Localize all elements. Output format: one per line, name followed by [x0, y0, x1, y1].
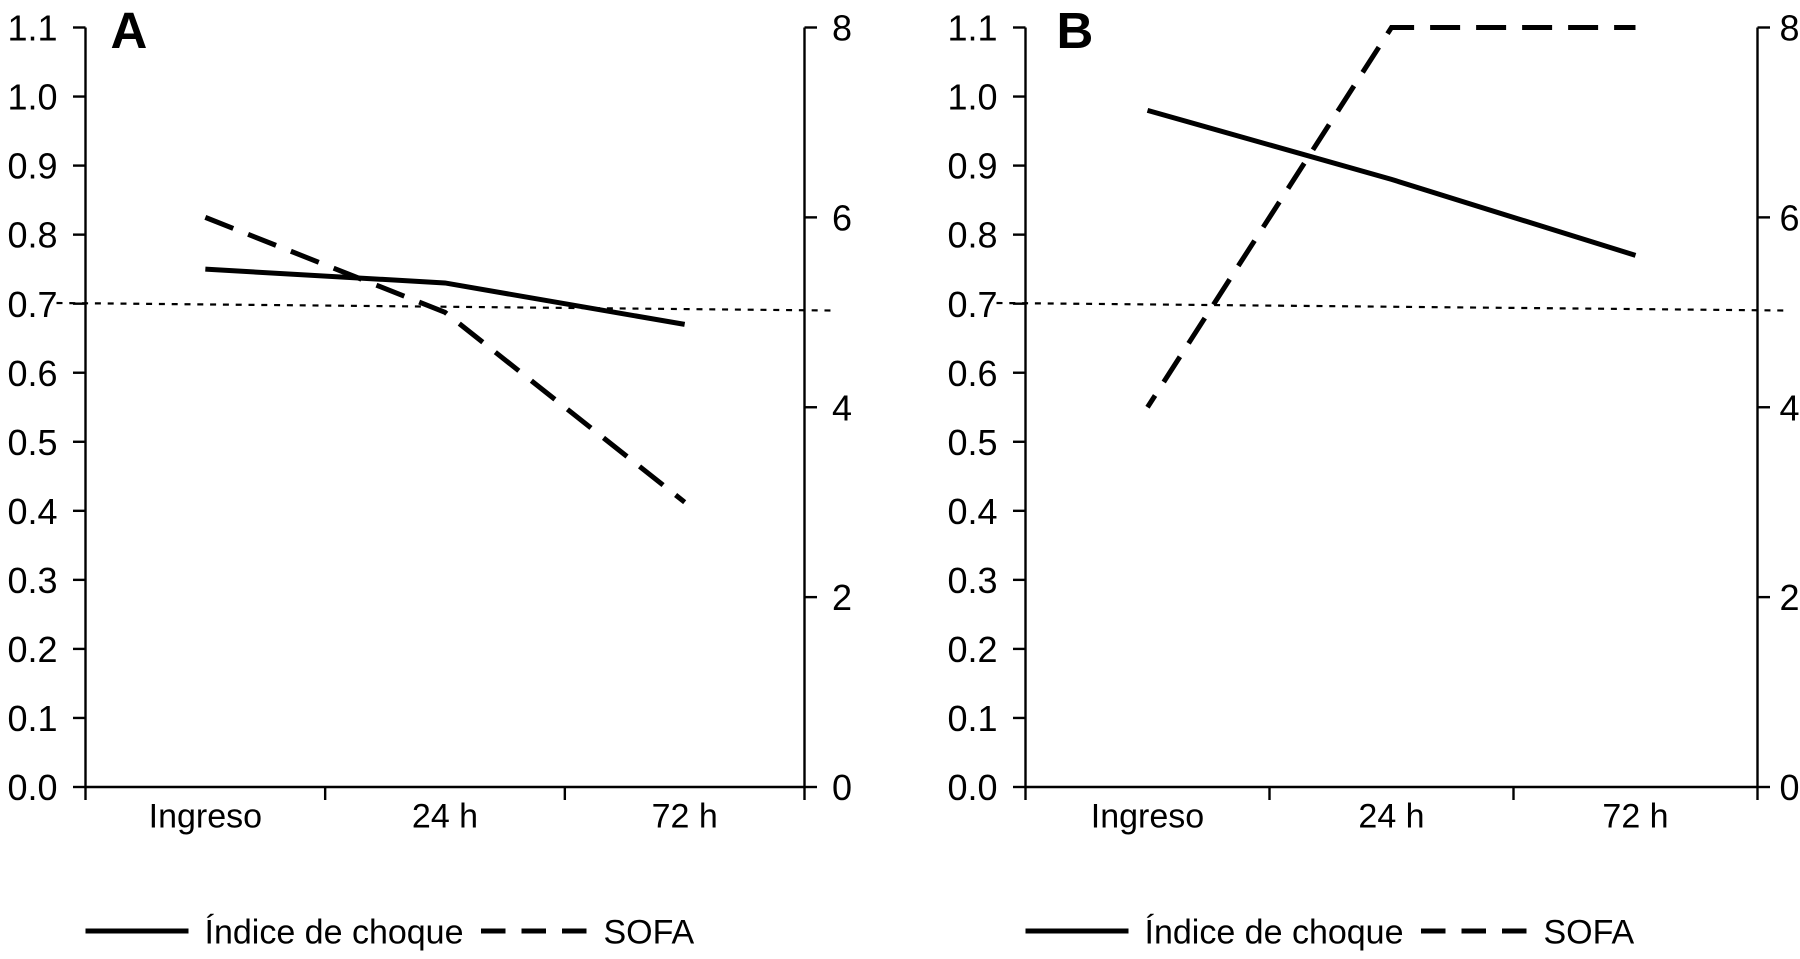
legend-label-sofa: SOFA [1544, 913, 1635, 951]
left-y-axis-tick-label: 0.9 [947, 146, 997, 187]
left-y-axis-tick-label: 1.1 [947, 8, 997, 49]
legend-label-i-ndice-de-choque: Índice de choque [205, 913, 464, 951]
right-y-axis-tick-label: 2 [832, 577, 852, 618]
legend-panel-B: Índice de choque SOFA [1025, 913, 1635, 951]
legend-label-sofa: SOFA [604, 913, 695, 951]
x-axis-category-label: 24 h [1358, 798, 1424, 836]
left-y-axis-tick-label: 0.3 [947, 560, 997, 601]
left-y-axis-tick-label: 0.5 [947, 422, 997, 463]
x-axis-category-label: Ingreso [149, 798, 262, 836]
reference-line-0-7 [56, 301, 832, 312]
left-y-axis-tick-label: 0.7 [7, 284, 57, 325]
legend-label-i-ndice-de-choque: Índice de choque [1145, 913, 1404, 951]
right-y-axis-tick-label: 4 [832, 387, 852, 428]
right-y-axis-tick-label: 0 [832, 767, 852, 808]
reference-line-0-7 [996, 301, 1785, 312]
right-y-axis-tick-label: 4 [1780, 387, 1800, 428]
left-y-axis-tick-label: 0.3 [7, 560, 57, 601]
right-y-axis-tick-label: 2 [1780, 577, 1800, 618]
panel-A: 0.0 0.1 0.2 0.3 0.4 0.5 0.6 0.7 0.8 0.9 1.0 1.1 0 2 4 6… [7, 2, 852, 951]
right-y-axis-tick-label: 6 [1780, 197, 1800, 238]
x-axis-category-label: 24 h [412, 798, 478, 836]
left-y-axis-tick-label: 0.7 [947, 284, 997, 325]
left-y-axis-tick-label: 0.0 [947, 767, 997, 808]
left-y-axis-tick-label: 1.1 [7, 8, 57, 49]
right-y-axis-tick-label: 8 [1780, 8, 1800, 49]
series-line-sofa [204, 215, 687, 505]
left-y-axis-tick-label: 0.8 [947, 215, 997, 256]
panel-B: 0.0 0.1 0.2 0.3 0.4 0.5 0.6 0.7 0.8 0.9 1.0 1.1 0 2 4 6… [947, 2, 1799, 951]
panel-letter-B: B [1057, 2, 1094, 59]
left-y-axis-tick-label: 0.9 [7, 146, 57, 187]
left-y-axis-tick-label: 0.6 [947, 353, 997, 394]
left-y-axis-tick-label: 1.0 [947, 77, 997, 118]
panel-letter-A: A [111, 2, 148, 59]
left-y-axis-tick-label: 0.1 [7, 698, 57, 739]
left-y-axis-tick-label: 0.8 [7, 215, 57, 256]
x-axis-category-label: 72 h [1602, 798, 1668, 836]
left-y-axis-tick-label: 0.4 [947, 491, 997, 532]
left-y-axis-tick-label: 0.2 [947, 629, 997, 670]
x-axis-category-label: 72 h [652, 798, 718, 836]
left-y-axis-tick-label: 0.5 [7, 422, 57, 463]
left-y-axis-tick-label: 0.6 [7, 353, 57, 394]
right-y-axis-tick-label: 8 [832, 8, 852, 49]
right-y-axis-tick-label: 6 [832, 197, 852, 238]
series-line-sofa [1145, 25, 1636, 409]
left-y-axis-tick-label: 0.4 [7, 491, 57, 532]
series-line-i-ndice-de-choque [205, 266, 686, 327]
left-y-axis-tick-label: 0.2 [7, 629, 57, 670]
legend-panel-A: Índice de choque SOFA [85, 913, 695, 951]
left-y-axis-tick-label: 1.0 [7, 77, 57, 118]
left-y-axis-tick-label: 0.1 [947, 698, 997, 739]
left-y-axis-tick-label: 0.0 [7, 767, 57, 808]
series-line-i-ndice-de-choque [1146, 107, 1637, 258]
right-y-axis-tick-label: 0 [1780, 767, 1800, 808]
x-axis-category-label: Ingreso [1091, 798, 1204, 836]
